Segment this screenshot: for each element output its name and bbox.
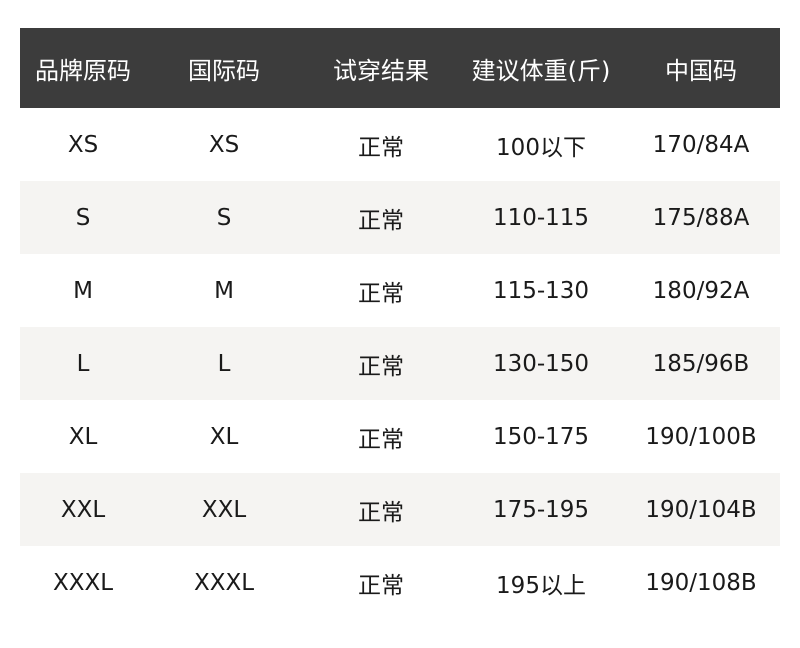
cell-fit-result: 正常 — [358, 134, 404, 161]
cell-brand-size: XXXL — [52, 569, 114, 596]
cell-weight: 175-195 — [492, 496, 590, 523]
header-brand-size: 品牌原码 — [35, 56, 131, 85]
cell-fit-result: 正常 — [358, 499, 404, 526]
header-china-size: 中国码 — [665, 56, 737, 85]
cell-intl-size: XL — [209, 423, 239, 450]
cell-china-size: 190/104B — [645, 496, 757, 523]
cell-brand-size: L — [76, 350, 90, 377]
cell-fit-result: 正常 — [358, 207, 404, 234]
cell-weight: 150-175 — [492, 423, 590, 450]
cell-fit-result: 正常 — [358, 572, 404, 599]
cell-intl-size: L — [217, 350, 231, 377]
size-chart-table: 品牌原码 国际码 试穿结果 建议体重(斤) 中国码 XS XS 正常 100以下 170… — [20, 28, 780, 619]
cell-weight: 115-130 — [492, 277, 590, 304]
cell-brand-size: S — [75, 204, 91, 231]
cell-brand-size: XS — [67, 131, 99, 158]
cell-fit-result: 正常 — [358, 426, 404, 453]
cell-china-size: 170/84A — [652, 131, 750, 158]
cell-weight: 130-150 — [492, 350, 590, 377]
table-row: XXXL XXXL 正常 195以上 190/108B — [20, 546, 780, 619]
cell-china-size: 180/92A — [652, 277, 750, 304]
cell-fit-result: 正常 — [358, 280, 404, 307]
cell-intl-size: XS — [208, 131, 240, 158]
cell-intl-size: XXXL — [193, 569, 255, 596]
cell-weight: 195以上 — [496, 572, 586, 599]
header-fit-result: 试穿结果 — [333, 56, 429, 85]
header-weight: 建议体重(斤) — [471, 56, 611, 85]
table-row: XXL XXL 正常 175-195 190/104B — [20, 473, 780, 546]
cell-china-size: 190/108B — [645, 569, 757, 596]
cell-intl-size: M — [214, 277, 234, 304]
cell-china-size: 185/96B — [652, 350, 750, 377]
cell-weight: 110-115 — [492, 204, 590, 231]
cell-fit-result: 正常 — [358, 353, 404, 380]
cell-intl-size: S — [216, 204, 232, 231]
cell-brand-size: XL — [68, 423, 98, 450]
table-row: L L 正常 130-150 185/96B — [20, 327, 780, 400]
table-row: XS XS 正常 100以下 170/84A — [20, 108, 780, 181]
cell-china-size: 190/100B — [645, 423, 757, 450]
table-row: XL XL 正常 150-175 190/100B — [20, 400, 780, 473]
cell-weight: 100以下 — [496, 134, 586, 161]
table-row: M M 正常 115-130 180/92A — [20, 254, 780, 327]
cell-china-size: 175/88A — [652, 204, 750, 231]
cell-brand-size: XXL — [60, 496, 106, 523]
table-header: 品牌原码 国际码 试穿结果 建议体重(斤) 中国码 — [20, 28, 780, 108]
cell-intl-size: XXL — [201, 496, 247, 523]
table-row: S S 正常 110-115 175/88A — [20, 181, 780, 254]
header-intl-size: 国际码 — [188, 56, 260, 85]
cell-brand-size: M — [73, 277, 93, 304]
